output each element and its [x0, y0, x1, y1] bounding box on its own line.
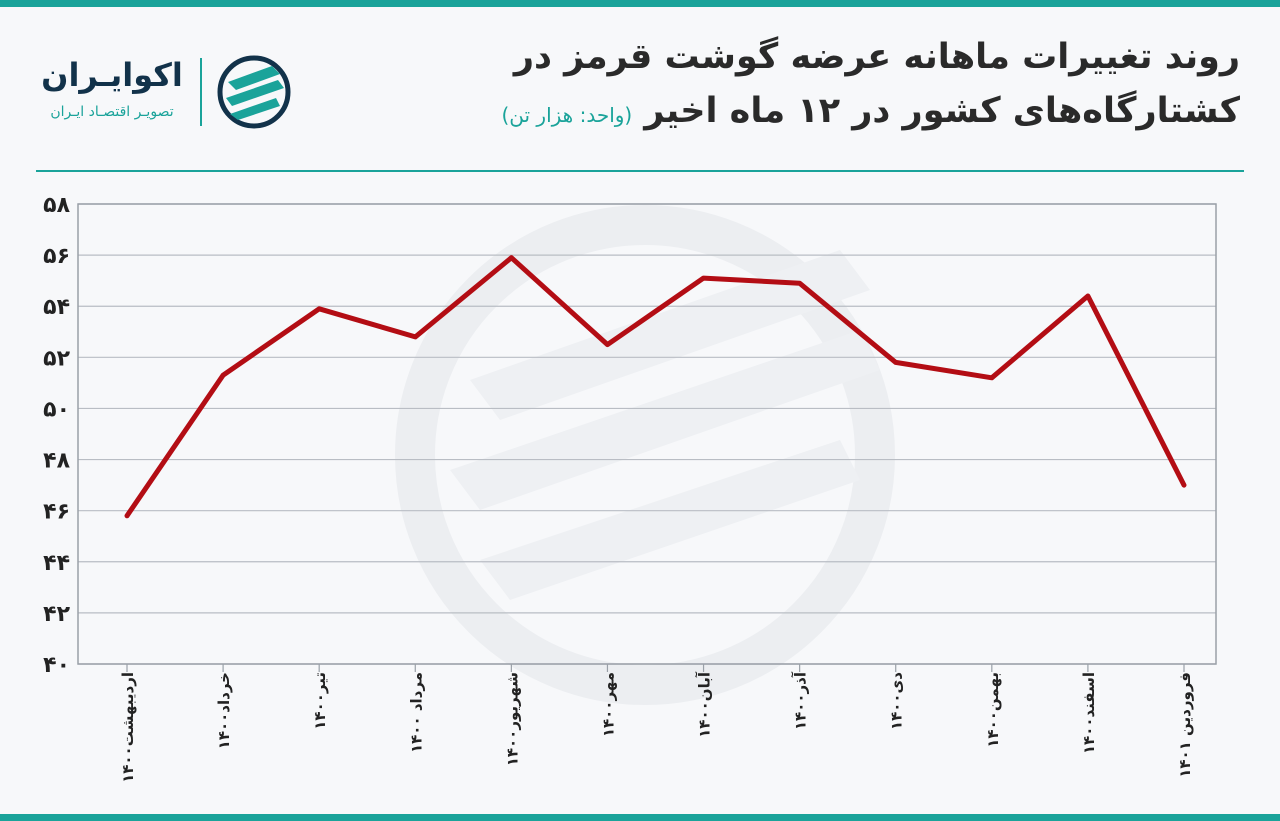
y-tick-label: ۵۴: [43, 295, 70, 320]
x-tick-label: آذر۱۴۰۰: [792, 671, 810, 730]
header-divider: [36, 170, 1244, 172]
y-tick-label: ۵۲: [43, 346, 70, 371]
brand-tagline: تصویـر اقتصـاد ایـران: [50, 104, 174, 120]
ecoiran-logo-icon: [217, 55, 291, 129]
y-tick-label: ۵۰: [43, 397, 70, 422]
top-frame-bar: [0, 0, 1280, 7]
x-tick-label: مرداد ۱۴۰۰: [407, 672, 425, 753]
chart-title-line-2: کشتارگاه‌های کشور در ۱۲ ماه اخیر (واحد: ه…: [480, 84, 1240, 142]
chart-title-line-1: روند تغییرات ماهانه عرضه گوشت قرمز در: [513, 37, 1240, 77]
x-tick-label: شهریور۱۴۰۰: [503, 672, 521, 766]
watermark-logo: [395, 205, 895, 705]
y-tick-label: ۵۸: [43, 193, 70, 218]
chart-title-line-2-text: کشتارگاه‌های کشور در ۱۲ ماه اخیر: [644, 91, 1240, 131]
y-tick-label: ۵۶: [43, 244, 70, 269]
x-tick-label: دی۱۴۰۰: [888, 672, 906, 730]
logo-divider: [200, 58, 202, 126]
series-line: [124, 255, 1187, 519]
y-tick-label: ۴۸: [43, 449, 70, 474]
x-axis-ticks: اردیبهشت۱۴۰۰ خرداد۱۴۰۰ تیر۱۴۰۰ مرداد ۱۴۰۰ شه…: [119, 664, 1194, 783]
brand-name: اکوایـران: [41, 56, 183, 94]
x-tick-label: آبان۱۴۰۰: [696, 671, 714, 738]
plot-border: [77, 203, 1217, 665]
y-tick-label: ۴۰: [43, 653, 70, 678]
bottom-frame-bar: [0, 814, 1280, 821]
y-tick-label: ۴۶: [43, 500, 70, 525]
x-tick-label: تیر۱۴۰۰: [311, 672, 329, 730]
y-tick-label: ۴۲: [43, 602, 70, 627]
x-tick-label: خرداد۱۴۰۰: [215, 672, 233, 749]
x-tick-label: اردیبهشت۱۴۰۰: [119, 672, 137, 783]
unit-label: (واحد: هزار تن): [501, 103, 633, 127]
chart-title-block: روند تغییرات ماهانه عرضه گوشت قرمز در کش…: [480, 30, 1240, 142]
y-axis-ticks: ۴۰ ۴۲ ۴۴ ۴۶ ۴۸ ۵۰ ۵۲ ۵۴ ۵۶ ۵۸: [43, 193, 70, 678]
brand-logo: اکوایـران تصویـر اقتصـاد ایـران: [32, 52, 292, 132]
x-tick-label: فروردین ۱۴۰۱: [1176, 672, 1194, 778]
y-tick-label: ۴۴: [43, 551, 70, 576]
x-tick-label: بهمن۱۴۰۰: [984, 672, 1002, 748]
x-tick-label: اسفند۱۴۰۰: [1080, 672, 1098, 754]
x-tick-label: مهر۱۴۰۰: [599, 672, 617, 737]
